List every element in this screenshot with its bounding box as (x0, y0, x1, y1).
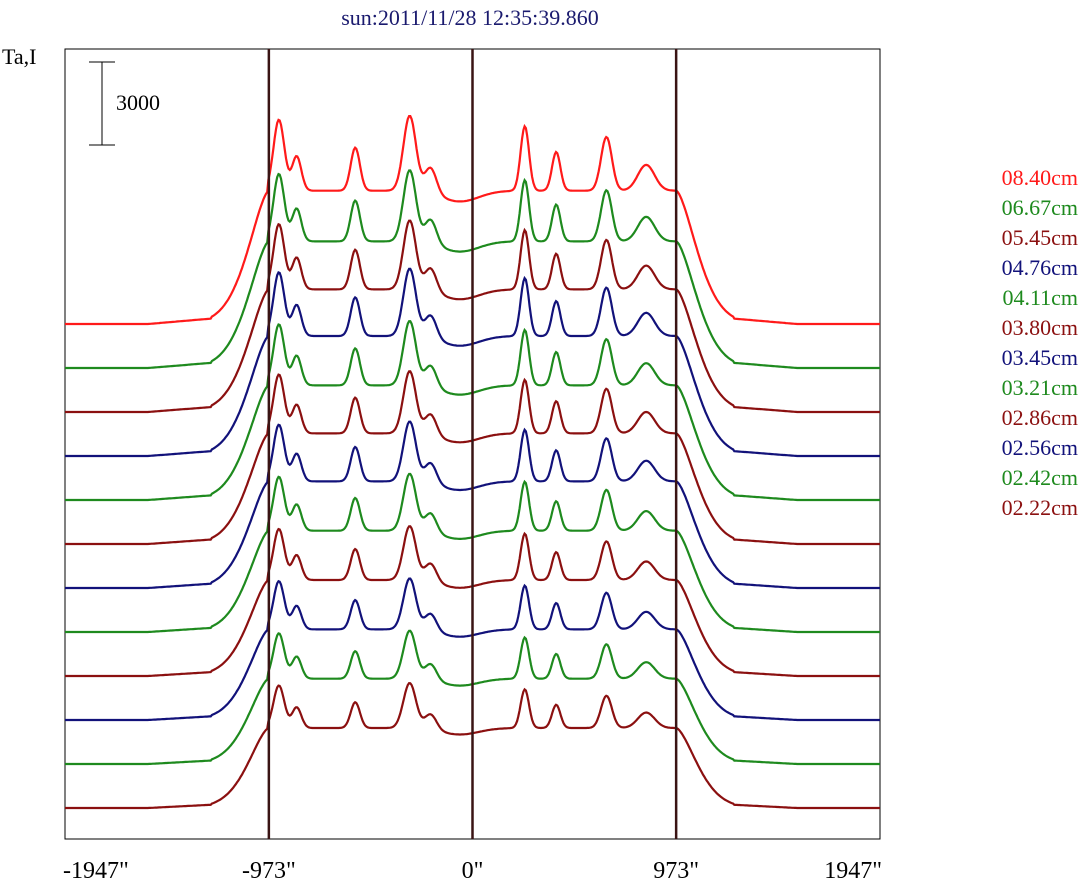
legend-entry: 03.45cm (1002, 345, 1078, 370)
chart-title: sun:2011/11/28 12:35:39.860 (341, 5, 599, 30)
legend-entry: 02.42cm (1002, 465, 1078, 490)
scale-bar: 3000 (89, 61, 160, 146)
y-axis-label: Ta,I (2, 44, 37, 69)
legend-entry: 04.76cm (1002, 255, 1078, 280)
legend-entry: 06.67cm (1002, 195, 1078, 220)
legend-entry: 08.40cm (1002, 165, 1078, 190)
x-tick-label: 973" (653, 858, 699, 884)
legend-entry: 03.21cm (1002, 375, 1078, 400)
x-tick-label: -1947" (63, 858, 129, 884)
scale-bar-label: 3000 (116, 90, 160, 115)
legend-entry: 05.45cm (1002, 225, 1078, 250)
vertical-markers (267, 49, 678, 839)
x-tick-label: -973" (242, 858, 296, 884)
legend-entry: 02.22cm (1002, 495, 1078, 520)
x-tick-label: 1947" (824, 858, 882, 884)
x-tick-label: 0" (462, 858, 484, 884)
legend-entry: 02.56cm (1002, 435, 1078, 460)
legend-entry: 04.11cm (1002, 285, 1078, 310)
x-axis-ticks: -1947" -973" 0" 973" 1947" (63, 858, 882, 884)
legend: 08.40cm 06.67cm 05.45cm 04.76cm 04.11cm 03.80… (1002, 165, 1078, 520)
legend-entry: 02.86cm (1002, 405, 1078, 430)
legend-entry: 03.80cm (1002, 315, 1078, 340)
